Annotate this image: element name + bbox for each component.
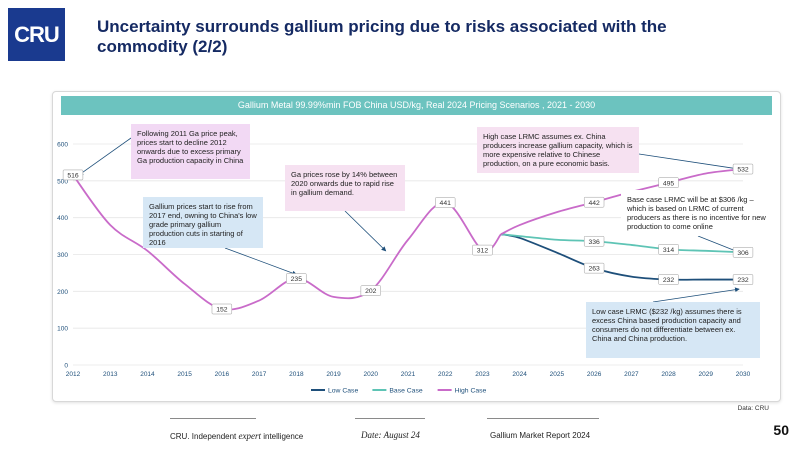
annotation-arrow — [638, 153, 740, 171]
footer-tagline-emphasis: expert — [238, 431, 262, 441]
footer-divider — [170, 418, 256, 419]
y-tick-label: 500 — [57, 178, 68, 185]
x-tick-label: 2028 — [661, 371, 676, 378]
cru-logo: CRU — [8, 8, 65, 61]
x-tick-label: 2030 — [736, 371, 751, 378]
chart-panel: Gallium Metal 99.99%min FOB China USD/kg… — [52, 91, 781, 402]
high-case-line — [500, 168, 744, 236]
data-label-box — [211, 303, 233, 315]
data-label-box — [435, 197, 456, 208]
x-tick-label: 2025 — [550, 371, 565, 378]
footer-report-name: Gallium Market Report 2024 — [490, 431, 591, 440]
data-label-box — [583, 262, 605, 274]
x-tick-label: 2022 — [438, 371, 453, 378]
y-tick-label: 600 — [57, 142, 68, 149]
annotation-2020-rise: Ga prices rose by 14% between 2020 onwar… — [285, 165, 405, 211]
data-label-box — [472, 244, 493, 256]
data-label-box — [658, 177, 679, 188]
chart-title: Gallium Metal 99.99%min FOB China USD/kg… — [61, 96, 772, 115]
data-label-box — [658, 244, 679, 255]
annotation-low-case: Low case LRMC ($232 /kg) assumes there i… — [586, 302, 760, 358]
footer-divider — [487, 418, 599, 419]
x-tick-label: 2026 — [587, 371, 602, 378]
data-label: 336 — [588, 239, 600, 246]
x-tick-label: 2013 — [103, 371, 118, 378]
data-label: 232 — [737, 277, 749, 284]
y-tick-label: 0 — [64, 363, 68, 370]
data-label: 532 — [737, 167, 749, 174]
x-tick-label: 2029 — [699, 371, 714, 378]
y-tick-label: 100 — [57, 326, 68, 333]
legend: Low Case Base Case High Case — [311, 388, 487, 395]
data-label: 495 — [663, 180, 675, 187]
page-number: 50 — [773, 422, 789, 438]
data-label-box — [732, 163, 754, 175]
data-label: 441 — [440, 200, 452, 207]
data-label: 202 — [365, 288, 377, 295]
legend-label: High Case — [455, 388, 487, 395]
annotation-arrows — [78, 137, 740, 303]
footer-tagline: CRU. Independent expert intelligence — [170, 431, 303, 441]
x-tick-label: 2020 — [364, 371, 379, 378]
data-label: 232 — [663, 277, 675, 284]
x-tick-label: 2021 — [401, 371, 416, 378]
data-label: 235 — [291, 276, 303, 283]
x-tick-label: 2018 — [289, 371, 304, 378]
annotation-high-case: High case LRMC assumes ex. China produce… — [477, 127, 639, 173]
legend-label: Base Case — [389, 388, 422, 395]
annotation-base-case: Base case LRMC will be at $306 /kg – whi… — [621, 190, 775, 236]
data-label: 314 — [663, 247, 675, 254]
base-case-line — [500, 233, 744, 254]
low-case-line — [500, 233, 743, 281]
data-label-box — [583, 235, 605, 247]
annotation-arrow — [652, 287, 740, 303]
x-tick-label: 2016 — [215, 371, 230, 378]
annotation-arrow — [697, 235, 740, 254]
data-labels: 516 152 235 202 441 312 442 336 263 495 314 232 532 3… — [62, 163, 754, 315]
data-label: 306 — [737, 250, 749, 257]
y-tick-label: 300 — [57, 252, 68, 259]
annotation-2012-decline: Following 2011 Ga price peak, prices sta… — [131, 124, 250, 179]
x-tick-label: 2023 — [475, 371, 490, 378]
data-source: Data: CRU — [737, 405, 769, 412]
footer-date: Date: August 24 — [361, 430, 420, 440]
legend-label: Low Case — [328, 388, 358, 395]
data-label: 442 — [588, 200, 600, 207]
y-tick-label: 400 — [57, 215, 68, 222]
annotation-2017-rise: Gallium prices start to rise from 2017 e… — [143, 197, 263, 248]
data-label-box — [658, 274, 679, 285]
axis-labels: 0 100 200 300 400 500 600 2012 2013 2014 2015 2016 2… — [57, 142, 750, 379]
annotation-arrow — [344, 210, 387, 252]
data-label: 312 — [477, 248, 489, 255]
x-tick-label: 2024 — [512, 371, 527, 378]
x-tick-label: 2012 — [66, 371, 81, 378]
data-label: 152 — [216, 307, 228, 314]
x-tick-label: 2014 — [140, 371, 155, 378]
gallium-price-chart: 0 100 200 300 400 500 600 2012 2013 2014 2015 2016 2… — [57, 137, 754, 395]
x-tick-label: 2015 — [177, 371, 192, 378]
annotation-arrow — [78, 137, 132, 176]
data-label-box — [286, 273, 307, 284]
x-tick-label: 2027 — [624, 371, 639, 378]
slide-title: Uncertainty surrounds gallium pricing du… — [97, 17, 667, 56]
x-tick-label: 2019 — [326, 371, 341, 378]
data-label-box — [732, 274, 754, 285]
annotation-arrow — [224, 247, 298, 276]
data-label-box — [732, 247, 754, 258]
data-label-box — [62, 169, 84, 181]
footer-tagline-prefix: CRU. Independent — [170, 432, 239, 441]
data-label: 516 — [67, 173, 79, 180]
x-tick-label: 2017 — [252, 371, 267, 378]
y-tick-label: 200 — [57, 289, 68, 296]
data-label: 263 — [588, 266, 600, 273]
footer-divider — [355, 418, 425, 419]
footer-tagline-suffix: intelligence — [261, 432, 304, 441]
data-label-box — [360, 285, 381, 296]
data-label-box — [583, 196, 605, 208]
